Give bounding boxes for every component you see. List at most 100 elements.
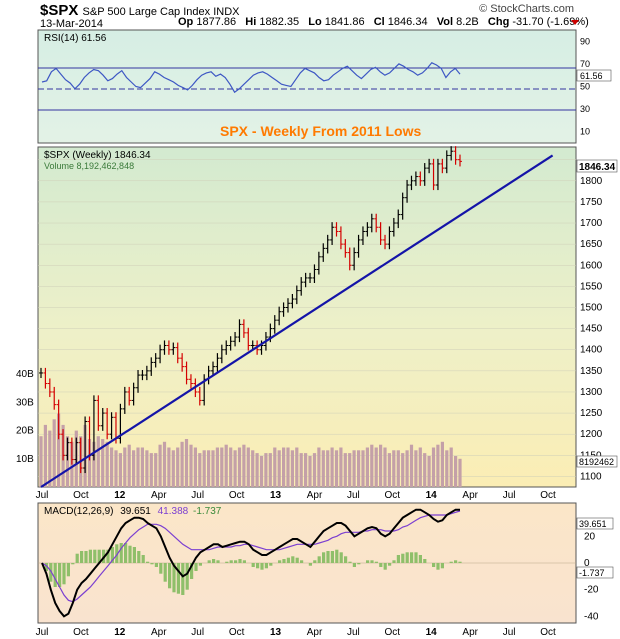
symbol-header: $SPX S&P 500 Large Cap Index INDX [40,2,239,19]
macd-histogram-bar [286,557,290,563]
volume-bar [273,447,277,487]
volume-bar [123,447,127,487]
price-tick-label: 1400 [580,345,603,356]
macd-histogram-bar [392,560,396,563]
lo-label: Lo [308,16,322,28]
volume-bar [427,456,431,487]
price-tick-label: 1500 [580,303,603,314]
macd-histogram-bar [106,549,110,563]
volume-bar [414,450,418,487]
volume-last-value: 8192462 [579,457,614,467]
macd-histogram-bar [128,545,132,563]
x-axis-label: Jul [191,490,204,501]
volume-bar [48,430,52,487]
hi-value: 1882.35 [259,16,300,28]
macd-histogram-bar [80,551,84,563]
volume-tick-label: 10B [16,454,34,465]
price-legend: $SPX (Weekly) 1846.34 [44,150,151,161]
macd-histogram-bar [150,563,154,565]
x-axis-label: Oct [540,627,556,638]
macd-histogram-bar [110,547,114,563]
macd-legend-macd: 39.651 [120,506,151,517]
price-tick-label: 1450 [580,324,603,335]
x-axis-label: Oct [385,627,401,638]
macd-histogram-bar [251,563,255,567]
macd-histogram-bar [308,563,312,566]
macd-histogram-bar [49,563,53,582]
volume-bar [158,444,162,487]
volume-bar [162,441,167,487]
volume-bars [39,413,462,487]
macd-histogram-bar [410,552,414,563]
volume-bar [264,453,268,487]
volume-bar [246,447,250,487]
hi-label: Hi [245,16,257,28]
macd-histogram-bar [357,563,361,565]
macd-line [41,508,460,618]
rsi-axis-ticks: 90 70 50 30 10 [580,36,590,136]
hist-last-value: -1.737 [579,568,605,578]
x-axis-label: Apr [462,627,478,638]
price-tick-label: 1250 [580,408,603,419]
volume-last-value-box [576,455,618,468]
macd-histogram-bar [141,555,145,563]
macd-last-value: 39.651 [579,519,607,529]
macd-histogram-bar [62,563,66,585]
volume-bar [211,450,215,487]
volume-bar [101,439,105,487]
volume-tick-label: 40B [16,369,34,380]
macd-histogram-bar [300,560,304,563]
volume-bar [370,444,374,487]
rsi-last-value: 61.56 [580,71,603,81]
volume-bar [105,441,109,487]
x-axis-label: Jul [503,490,516,501]
x-axis-label: Oct [73,627,89,638]
macd-histogram-bar [132,547,136,563]
volume-bar [242,444,246,487]
volume-bar [365,447,369,487]
volume-bar [392,450,396,487]
x-axis-label: Apr [462,490,478,501]
x-axis-label: Apr [307,627,323,638]
volume-bar [295,447,299,487]
volume-bar [127,444,131,487]
chg-value: -31.70 (-1.69%) [512,16,589,28]
macd-tick-label: 0 [584,558,590,569]
volume-bar [251,450,255,487]
macd-histogram-bar [207,560,211,563]
macd-histogram-bar [260,563,264,570]
macd-histogram-bar [172,563,176,593]
macd-legend: MACD(12,26,9) 39.651 41.388 -1.737 [44,506,222,517]
volume-bar [436,444,440,487]
x-axis-label: Oct [73,490,89,501]
price-tick-label: 1300 [580,387,603,398]
volume-bar [140,447,144,487]
x-axis-label: Apr [151,627,167,638]
macd-legend-name: MACD(12,26,9) [44,506,113,517]
x-axis-label: Jul [347,627,360,638]
x-axis-label: Apr [307,490,323,501]
price-tick-label: 1700 [580,218,603,229]
macd-histogram-bar [418,555,422,563]
op-value: 1877.86 [196,16,237,28]
volume-bar [215,447,219,487]
macd-histogram-bar [405,552,409,563]
volume-tick-label: 30B [16,397,34,408]
cl-label: Cl [373,16,385,28]
volume-bar [180,441,184,487]
macd-histogram-bar [229,560,233,563]
macd-histogram-bar [154,563,158,567]
macd-histogram-bar [458,561,462,563]
macd-histogram-bar [396,555,400,563]
price-tick-label: 1550 [580,281,603,292]
volume-bar [65,436,70,487]
macd-x-axis-labels: Jul Oct 12 Apr Jul Oct 13 Apr Jul Oct 14 Apr Jul Oct [36,627,556,638]
x-axis-label: Oct [540,490,556,501]
macd-histogram-bar [168,563,172,589]
macd-tick-label: -40 [584,611,599,622]
symbol-text: $SPX [40,2,79,19]
hist-last-value-box [576,566,614,579]
volume-bar [224,444,228,487]
vol-value: 8.2B [456,16,479,28]
volume-bar [52,419,56,487]
